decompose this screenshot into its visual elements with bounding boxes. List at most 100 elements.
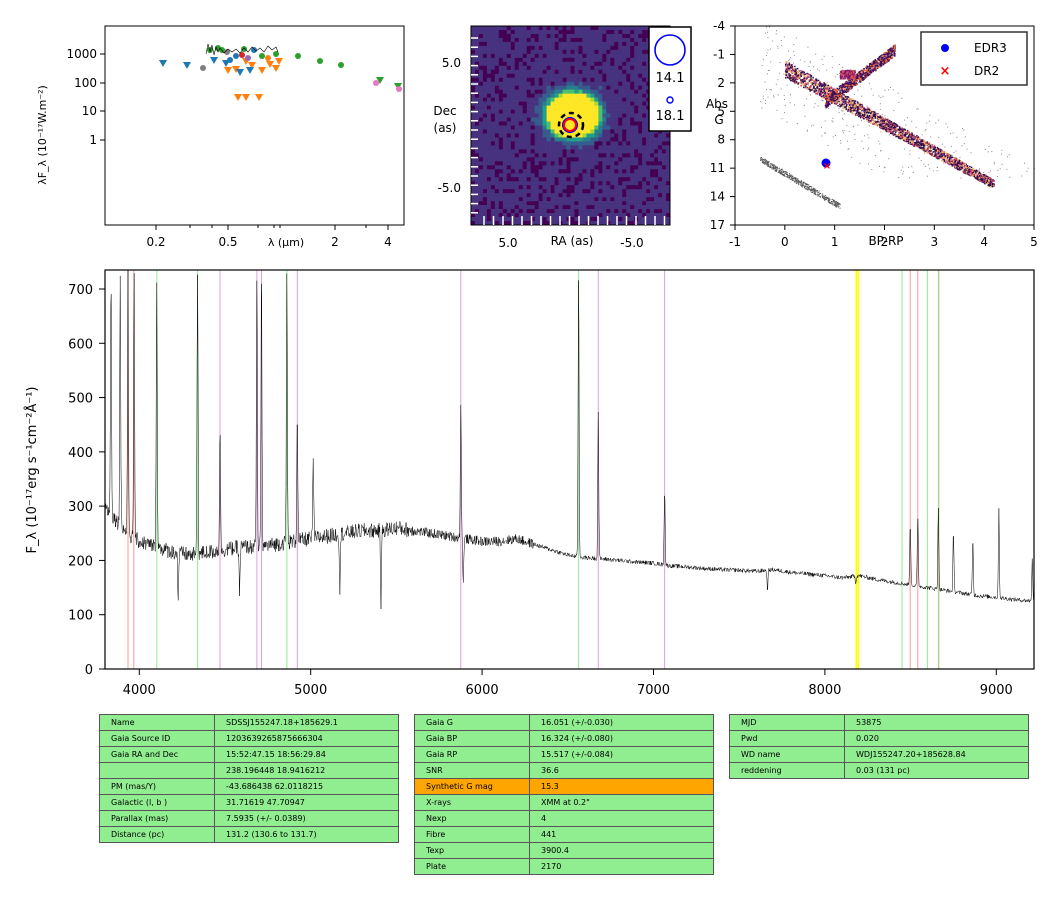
image-pixel [526,205,531,210]
hr-star [813,192,815,194]
image-pixel [510,49,516,55]
hr-star [785,69,787,71]
hr-star [807,84,809,86]
image-pixel [502,153,508,158]
image-pixel [650,221,655,226]
hr-star [808,66,810,67]
image-pixel [614,77,619,83]
image-pixel [474,33,480,39]
image-pixel [502,161,508,166]
hr-star [933,145,936,147]
image-pixel [618,29,623,35]
hr-star [824,93,826,95]
image-pixel [558,113,563,118]
image-pixel [634,145,639,150]
sed-xlabel: λ (μm) [268,236,304,249]
hr-star [762,58,764,60]
image-pixel [482,197,488,202]
image-pixel [578,165,583,170]
image-pixel [638,141,643,146]
hr-star [912,142,914,144]
image-pixel [471,125,476,130]
hr-star [806,183,808,185]
image-pixel [582,205,587,210]
hr-star [795,69,797,72]
hr-star [794,179,796,181]
image-pixel [538,209,543,214]
image-pixel [578,109,583,114]
image-pixel [474,153,480,158]
image-pixel [634,37,639,43]
image-pixel [550,201,555,206]
hr-star [837,204,838,206]
image-pixel [630,201,635,206]
image-pixel [482,169,488,174]
image-pixel [590,37,595,43]
image-pixel [526,141,531,146]
image-pixel [494,81,500,86]
image-pixel [550,26,555,31]
image-pixel [626,89,631,94]
image-pixel [598,37,603,43]
image-pixel [562,169,567,174]
image-pixel [502,101,508,106]
hr-star [917,138,919,140]
image-pixel [626,141,631,146]
image-pixel [486,93,492,98]
image-pixel [478,201,484,206]
image-pixel [654,189,659,194]
image-pixel [626,33,631,39]
image-pixel [658,201,663,206]
image-pixel [614,153,619,158]
image-pixel [510,45,516,51]
hr-star [810,189,811,191]
image-pixel [474,89,480,94]
hr-star [979,172,982,175]
image-pixel [471,33,476,39]
image-pixel [474,145,480,150]
image-pixel [478,113,484,118]
image-pixel [594,129,599,134]
hr-star [767,49,769,51]
image-pixel [486,201,492,206]
image-pixel [558,57,563,63]
hr-star [790,71,793,73]
image-pixel [606,69,611,75]
image-pixel [638,173,643,178]
image-pixel [506,81,512,86]
image-pixel [486,133,492,138]
image-pixel [606,73,611,79]
image-pixel [598,137,603,142]
image-pixel [502,121,508,126]
image-pixel [566,201,571,206]
image-pixel [550,77,555,83]
image-pixel [586,61,591,67]
hr-star [805,184,807,186]
image-pixel [618,125,623,130]
image-pixel [522,173,528,178]
hr-star [762,95,764,97]
image-pixel [486,221,492,226]
image-pixel [666,133,671,138]
image-pixel [646,169,651,174]
image-pixel [562,53,567,59]
image-pixel [562,197,567,202]
image-pixel [634,26,639,31]
hr-star [981,175,984,178]
image-pixel [522,149,528,154]
image-pixel [534,177,539,182]
image-pixel [590,93,595,98]
image-pixel [638,101,643,106]
image-pixel [562,57,567,63]
image-pixel [574,157,579,162]
hr-star [800,74,802,77]
hr-star [871,112,874,115]
hr-star [797,74,799,77]
image-pixel [586,193,591,198]
hr-star [812,189,814,191]
hr-star [783,174,785,176]
hr-star [880,125,883,127]
image-pixel [610,61,615,67]
hr-star [808,88,810,90]
hr-star [813,85,816,87]
